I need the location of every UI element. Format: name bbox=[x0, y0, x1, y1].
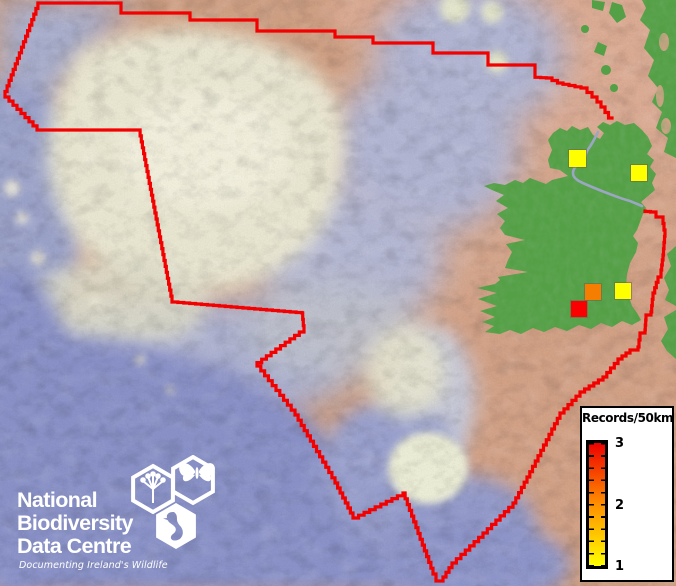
legend-ticks-left bbox=[589, 443, 594, 566]
record-grid-square[interactable] bbox=[569, 150, 586, 167]
record-grid-square[interactable] bbox=[631, 165, 647, 181]
logo-tagline: Documenting Ireland's Wildlife bbox=[19, 560, 168, 571]
record-grid-square[interactable] bbox=[571, 301, 587, 317]
legend-tick-min: 1 bbox=[615, 559, 625, 574]
legend-tick-mid: 2 bbox=[615, 498, 625, 513]
legend-colorbar bbox=[586, 440, 608, 569]
logo-hexagons bbox=[131, 455, 215, 549]
logo-text: National Biodiversity Data Centre bbox=[17, 489, 133, 558]
legend-panel: Records/50km 3 2 1 bbox=[580, 406, 674, 582]
butterfly-icon bbox=[179, 463, 215, 482]
ni-border-line bbox=[571, 130, 644, 208]
record-grid-square[interactable] bbox=[585, 284, 601, 300]
legend-title: Records/50km bbox=[582, 411, 674, 425]
plant-hexagon-icon bbox=[131, 463, 175, 515]
legend-tick-max: 3 bbox=[615, 436, 625, 451]
seahorse-hexagon-icon bbox=[156, 503, 196, 549]
butterfly-hexagon-icon bbox=[171, 455, 215, 506]
legend-ticks-right bbox=[600, 443, 605, 566]
logo-line3: Data Centre bbox=[17, 534, 132, 558]
maritime-boundary-line bbox=[3, 1, 667, 583]
record-grid-square[interactable] bbox=[615, 283, 631, 299]
logo-line1: National bbox=[17, 488, 98, 512]
logo-line2: Biodiversity bbox=[17, 511, 133, 535]
